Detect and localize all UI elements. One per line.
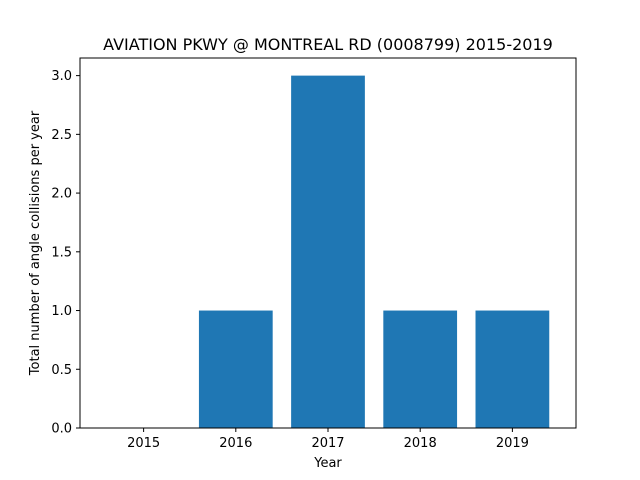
bars-group (198, 75, 550, 428)
y-tick-label: 0.5 (51, 363, 72, 378)
x-tick-label: 2017 (311, 436, 344, 451)
y-tick-label: 2.5 (51, 128, 72, 143)
y-axis: 0.0 0.5 1.0 1.5 2.0 2.5 3.0 (51, 69, 80, 437)
y-tick-label: 0.0 (51, 422, 72, 437)
x-axis: 2015 2016 2017 2018 2019 (127, 428, 529, 451)
bar-2017 (291, 75, 365, 428)
x-axis-label: Year (313, 456, 342, 471)
y-tick-label: 1.0 (51, 304, 72, 319)
y-tick-label: 1.5 (51, 245, 72, 260)
bar-2019 (475, 310, 550, 428)
x-tick-label: 2019 (496, 436, 529, 451)
y-tick-label: 3.0 (51, 69, 72, 84)
chart-title: AVIATION PKWY @ MONTREAL RD (0008799) 20… (103, 35, 553, 54)
x-tick-label: 2018 (404, 436, 437, 451)
bar-2018 (383, 310, 458, 428)
y-tick-label: 2.0 (51, 187, 72, 202)
x-tick-label: 2016 (219, 436, 252, 451)
x-tick-label: 2015 (127, 436, 160, 451)
bar-2016 (198, 310, 273, 428)
y-axis-label: Total number of angle collisions per yea… (28, 110, 43, 376)
plot-frame (79, 57, 577, 429)
